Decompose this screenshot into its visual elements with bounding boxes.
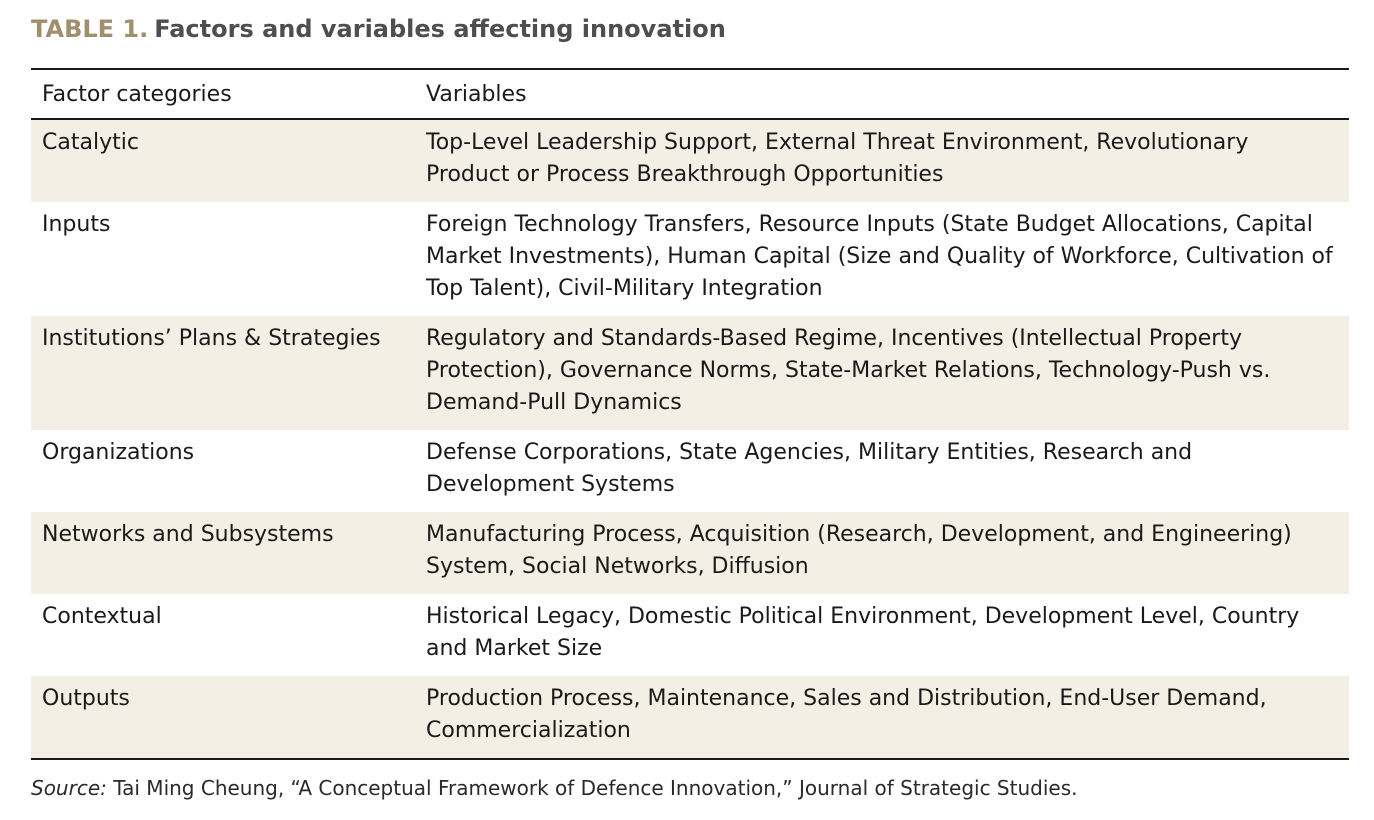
row-variables: Production Process, Maintenance, Sales a… (426, 686, 1267, 743)
row-category: Outputs (42, 686, 130, 711)
table-row: Outputs Production Process, Maintenance,… (31, 676, 1349, 758)
row-category: Networks and Subsystems (42, 522, 334, 547)
row-category: Organizations (42, 440, 195, 465)
table-title: TABLE 1. Factors and variables affecting … (31, 12, 726, 46)
table-row: Contextual Historical Legacy, Domestic P… (31, 594, 1349, 676)
header-variables: Variables (426, 82, 527, 107)
table-row: Institutions’ Plans & Strategies Regulat… (31, 316, 1349, 430)
row-variables: Foreign Technology Transfers, Resource I… (426, 212, 1333, 301)
table-row: Inputs Foreign Technology Transfers, Res… (31, 202, 1349, 316)
row-variables: Manufacturing Process, Acquisition (Rese… (426, 522, 1292, 579)
source-note: Source: Tai Ming Cheung, “A Conceptual F… (31, 772, 1077, 804)
table-caption: Factors and variables affecting innovati… (154, 15, 726, 43)
row-variables: Regulatory and Standards-Based Regime, I… (426, 326, 1271, 415)
table-row: Catalytic Top-Level Leadership Support, … (31, 120, 1349, 202)
table-row: Organizations Defense Corporations, Stat… (31, 430, 1349, 512)
table-row: Networks and Subsystems Manufacturing Pr… (31, 512, 1349, 594)
table-header-row: Factor categories Variables (31, 70, 1349, 120)
table-number: TABLE 1. (31, 15, 149, 43)
factors-table: Factor categories Variables Catalytic To… (31, 68, 1349, 760)
row-category: Catalytic (42, 130, 139, 155)
row-category: Institutions’ Plans & Strategies (42, 326, 381, 351)
row-variables: Historical Legacy, Domestic Political En… (426, 604, 1300, 661)
header-factor-categories: Factor categories (42, 82, 232, 107)
row-category: Inputs (42, 212, 111, 237)
row-variables: Top-Level Leadership Support, External T… (426, 130, 1249, 187)
row-category: Contextual (42, 604, 162, 629)
row-variables: Defense Corporations, State Agencies, Mi… (426, 440, 1193, 497)
source-citation: Tai Ming Cheung, “A Conceptual Framework… (113, 776, 1078, 800)
source-label: Source: (31, 776, 107, 800)
